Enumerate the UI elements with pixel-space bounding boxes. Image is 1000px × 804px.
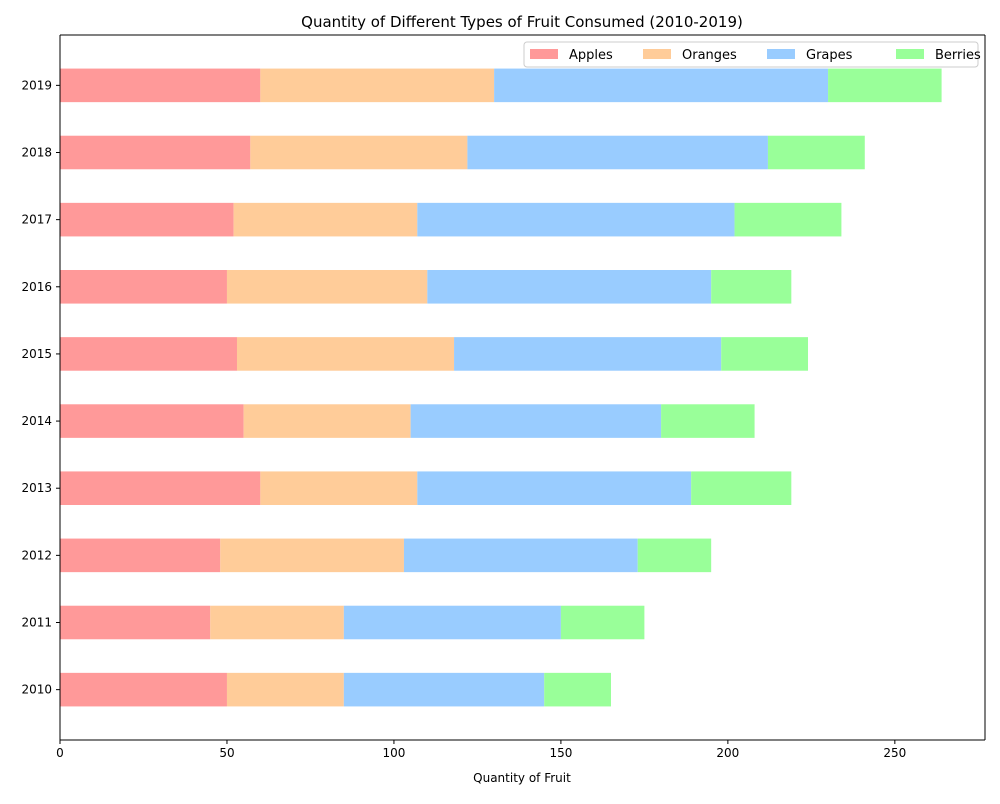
bar-apples-2013 [60,471,261,505]
chart-title: Quantity of Different Types of Fruit Con… [301,13,743,31]
bar-oranges-2012 [220,538,404,573]
bar-oranges-2017 [233,202,418,237]
x-tick-label: 50 [219,746,234,760]
bar-berries-2012 [637,538,712,573]
bar-apples-2019 [60,68,261,103]
y-tick-label: 2019 [21,78,52,92]
bar-oranges-2011 [210,605,344,640]
y-tick-label: 2015 [21,347,52,361]
bar-oranges-2018 [250,135,468,170]
x-axis-label: Quantity of Fruit [473,771,571,785]
bar-berries-2010 [544,672,611,707]
y-tick-label: 2013 [21,481,52,495]
x-tick-label: 150 [549,746,572,760]
legend-swatch-apples [530,49,558,59]
bar-oranges-2015 [236,337,455,371]
y-tick-label: 2016 [21,280,52,294]
bar-berries-2016 [711,270,792,304]
bar-apples-2018 [60,135,251,170]
bar-apples-2016 [60,270,227,304]
bar-apples-2011 [60,605,211,640]
bar-berries-2011 [560,605,645,640]
bar-grapes-2011 [343,605,561,640]
legend: Apples Oranges Grapes Berries [523,41,981,68]
legend-label-berries: Berries [935,48,981,63]
x-tick-label: 250 [883,746,906,760]
legend-label-grapes: Grapes [806,48,853,63]
bar-berries-2017 [734,202,842,237]
bar-berries-2014 [661,404,755,438]
x-tick-label: 200 [716,746,739,760]
bar-berries-2015 [721,337,809,371]
bar-oranges-2013 [260,471,418,505]
bar-grapes-2019 [494,68,829,103]
legend-label-oranges: Oranges [682,48,737,63]
bar-grapes-2016 [427,270,712,304]
legend-label-apples: Apples [569,48,613,63]
bar-grapes-2013 [417,471,692,505]
bar-oranges-2014 [243,404,411,438]
legend-swatch-oranges [643,49,671,59]
bar-grapes-2014 [410,404,662,438]
y-tick-label: 2018 [21,146,52,160]
bar-grapes-2012 [403,538,638,573]
x-tick-label: 0 [56,746,64,760]
bars-layer [60,68,942,707]
bar-apples-2010 [60,672,227,707]
legend-swatch-berries [896,49,924,59]
y-tick-label: 2010 [21,683,52,697]
axes-layer: 0 50 100 150 200 250 2010 2011 2012 2013 2014 2015 2… [21,34,986,760]
legend-swatch-grapes [767,49,795,59]
bar-berries-2013 [691,471,792,505]
bar-berries-2018 [767,135,865,170]
y-tick-label: 2017 [21,213,52,227]
bar-oranges-2016 [226,270,428,304]
bar-berries-2019 [828,68,942,103]
bar-grapes-2018 [467,135,768,170]
bar-grapes-2010 [343,672,545,707]
bar-apples-2015 [60,337,237,371]
bar-apples-2012 [60,538,221,573]
bar-grapes-2015 [454,337,722,371]
y-tick-label: 2014 [21,414,52,428]
bar-oranges-2010 [226,672,344,707]
y-tick-label: 2012 [21,548,52,562]
y-tick-label: 2011 [21,616,52,630]
bar-oranges-2019 [260,68,495,103]
x-tick-label: 100 [382,746,405,760]
bar-apples-2017 [60,202,234,237]
legend-frame [523,41,979,68]
bar-grapes-2017 [417,202,735,237]
bar-apples-2014 [60,404,244,438]
